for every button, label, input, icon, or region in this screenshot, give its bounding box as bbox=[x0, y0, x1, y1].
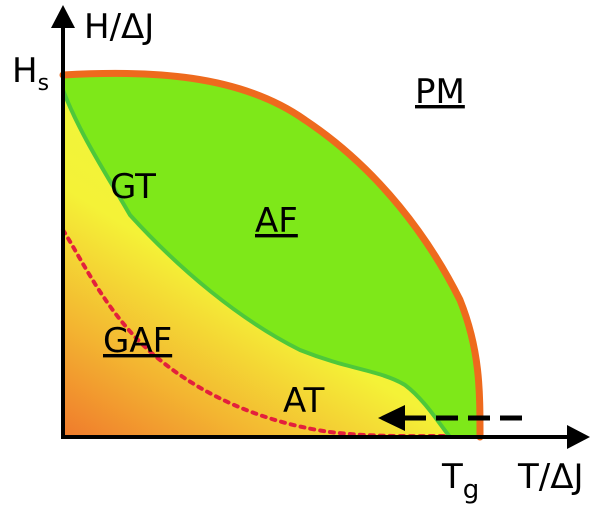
dashed-arrow-head bbox=[378, 405, 405, 431]
gt-region-label: GT bbox=[110, 167, 156, 207]
hs-label-sub: s bbox=[38, 71, 49, 96]
y-axis-label: H/ΔJ bbox=[84, 7, 154, 47]
tg-label-main: T bbox=[441, 457, 463, 497]
x-axis-arrowhead bbox=[567, 425, 590, 449]
pm-region-label: PM bbox=[415, 72, 465, 112]
y-axis-arrowhead bbox=[51, 5, 75, 28]
hs-label-main: H bbox=[12, 51, 38, 91]
x-axis-label: T/ΔJ bbox=[517, 457, 584, 497]
tg-label-sub: g bbox=[463, 475, 480, 505]
gaf-at-region bbox=[63, 90, 450, 437]
tg-label: Tg bbox=[441, 457, 479, 505]
at-region-label: AT bbox=[283, 381, 325, 421]
gaf-region-label: GAF bbox=[103, 321, 172, 361]
af-region-label: AF bbox=[255, 201, 298, 241]
pm-boundary-line bbox=[59, 69, 484, 441]
hs-label: Hs bbox=[12, 51, 49, 96]
gt-boundary-line bbox=[61, 89, 452, 439]
